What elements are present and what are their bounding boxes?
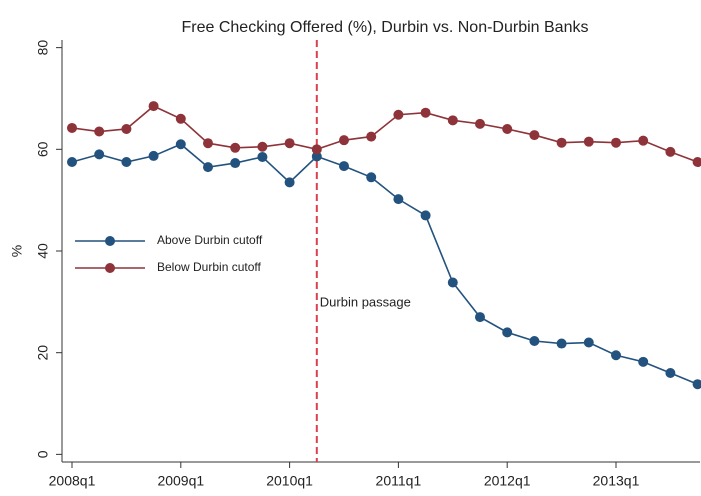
point <box>583 337 594 348</box>
legend-label: Below Durbin cutoff <box>157 260 262 274</box>
point <box>175 113 186 124</box>
point <box>692 157 701 168</box>
point <box>230 142 241 153</box>
x-tick-label: 2011q1 <box>376 473 422 489</box>
point <box>94 126 105 137</box>
point <box>175 139 186 150</box>
x-tick-label: 2012q1 <box>484 473 531 489</box>
point <box>556 137 567 148</box>
series-line <box>71 105 698 163</box>
point <box>611 137 621 148</box>
y-tick-label: 20 <box>35 345 51 361</box>
point <box>284 138 295 149</box>
point <box>475 118 485 129</box>
point <box>203 162 213 173</box>
point <box>311 151 322 162</box>
point <box>311 144 322 155</box>
point <box>665 146 676 157</box>
annotation: Durbin passage <box>320 294 411 309</box>
point <box>121 123 132 134</box>
point <box>393 109 404 120</box>
point <box>447 277 458 288</box>
point <box>284 177 295 188</box>
point <box>638 356 649 367</box>
legend-marker <box>105 263 115 273</box>
point <box>257 151 268 162</box>
point <box>583 136 594 147</box>
point <box>420 107 431 118</box>
point <box>67 157 77 168</box>
y-tick-label: 0 <box>35 450 51 458</box>
point <box>148 101 159 112</box>
y-tick-label: 80 <box>35 40 51 56</box>
point <box>203 138 213 149</box>
point <box>420 210 431 221</box>
point <box>339 161 349 172</box>
legend-label: Above Durbin cutoff <box>157 233 263 247</box>
point <box>366 172 377 183</box>
point <box>665 368 676 379</box>
point <box>257 141 268 152</box>
point <box>692 379 701 390</box>
point <box>556 338 567 349</box>
x-tick-label: 2013q1 <box>593 473 640 489</box>
x-tick-label: 2010q1 <box>266 473 313 489</box>
legend-marker <box>105 236 115 246</box>
point <box>447 115 458 126</box>
x-tick-label: 2009q1 <box>157 473 204 489</box>
y-axis-label: % <box>9 245 25 257</box>
point <box>148 150 159 161</box>
y-tick-label: 40 <box>35 243 51 259</box>
point <box>611 350 621 361</box>
x-tick-label: 2008q1 <box>49 473 96 489</box>
point <box>502 327 513 338</box>
chart-title: Free Checking Offered (%), Durbin vs. No… <box>182 19 589 36</box>
point <box>94 149 105 160</box>
point <box>502 123 513 134</box>
point <box>339 135 349 146</box>
point <box>230 158 241 169</box>
point <box>475 312 485 323</box>
point <box>393 194 404 205</box>
y-tick-label: 60 <box>35 141 51 157</box>
point <box>67 122 77 133</box>
point <box>366 131 377 142</box>
point <box>529 130 540 141</box>
point <box>121 157 132 168</box>
point <box>638 135 649 146</box>
point <box>529 335 540 346</box>
